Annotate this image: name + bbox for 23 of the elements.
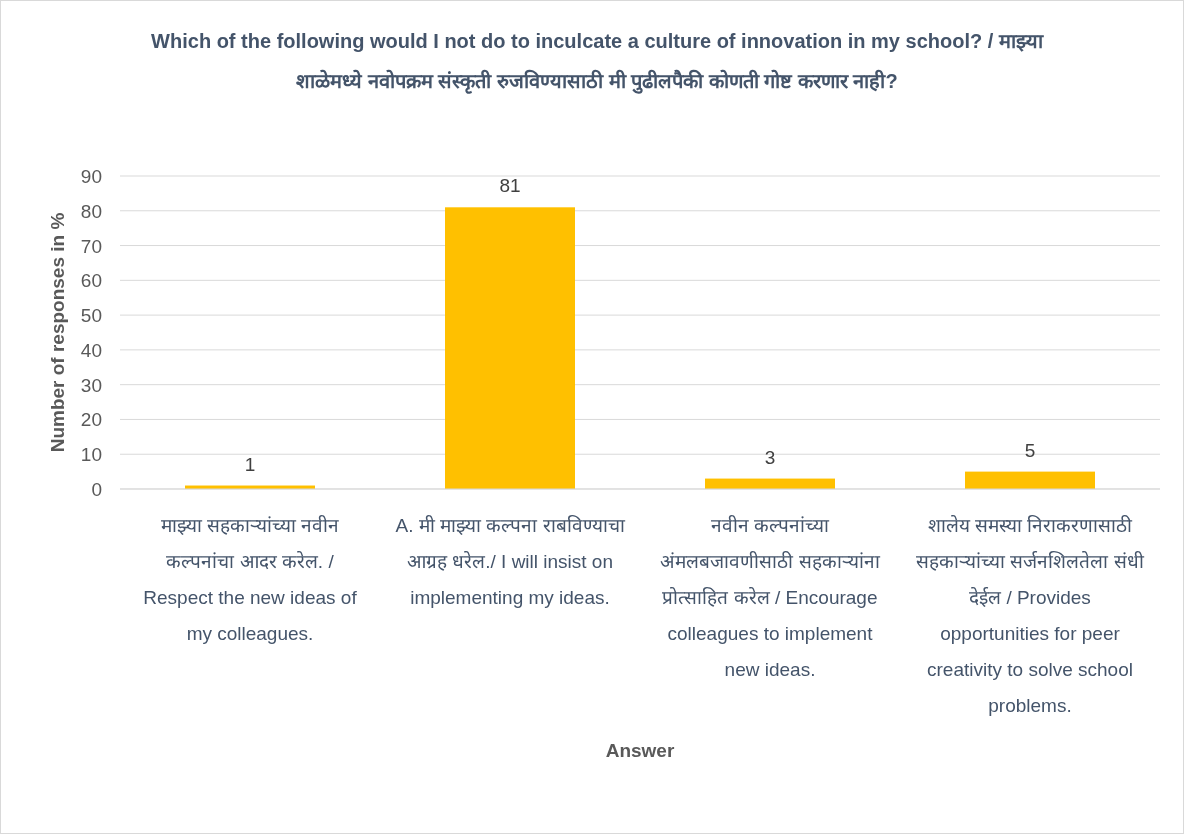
bar xyxy=(445,207,575,489)
x-tick-label: माझ्या सहकाऱ्यांच्या नवीन कल्पनांचा आदर करेल. / Respect the new ideas of my colleagues. xyxy=(143,514,358,644)
y-tick-label: 40 xyxy=(80,339,102,361)
y-tick-label: 30 xyxy=(80,374,102,396)
bar xyxy=(965,471,1095,489)
data-label: 5 xyxy=(1024,439,1036,461)
y-tick-label: 0 xyxy=(91,479,102,500)
y-tick-label: 20 xyxy=(80,409,102,431)
data-label: 3 xyxy=(764,446,776,468)
y-tick-label: 60 xyxy=(80,270,102,292)
y-tick-label: 80 xyxy=(80,200,102,222)
x-tick-label: A. मी माझ्या कल्पना राबविण्याचा आग्रह धरेल./ I will insist on implementing my ideas. xyxy=(395,514,626,608)
x-axis-title: Answer xyxy=(605,740,675,761)
y-axis-title: Number of responses in % xyxy=(47,212,68,453)
x-tick-label: नवीन कल्पनांच्या अंमलबजावणीसाठी सहकाऱ्यांना प्रोत्साहित करेल / Encourage colleagues to implement new ideas. xyxy=(660,514,881,680)
y-tick-label: 50 xyxy=(80,305,102,327)
x-tick-label: शालेय समस्या निराकरणासाठी सहकाऱ्यांच्या सर्जनशिलतेला संधी देईल / Provides opportunities for peer creativity to solve school problems. xyxy=(916,514,1145,716)
chart-title: Which of the following would I not do to inculcate a culture of innovation in my school? / माझ्या शाळेमध्ये नवोपक्रम संस्कृती रुजविण्यासाठी मी पुढीलपैकी कोणती गोष्ट करणार नाही? xyxy=(151,30,1044,94)
y-tick-label: 70 xyxy=(80,235,102,257)
data-label: 81 xyxy=(499,175,521,197)
y-tick-label: 90 xyxy=(80,166,102,187)
y-tick-label: 10 xyxy=(80,444,102,466)
data-label: 1 xyxy=(244,453,256,475)
